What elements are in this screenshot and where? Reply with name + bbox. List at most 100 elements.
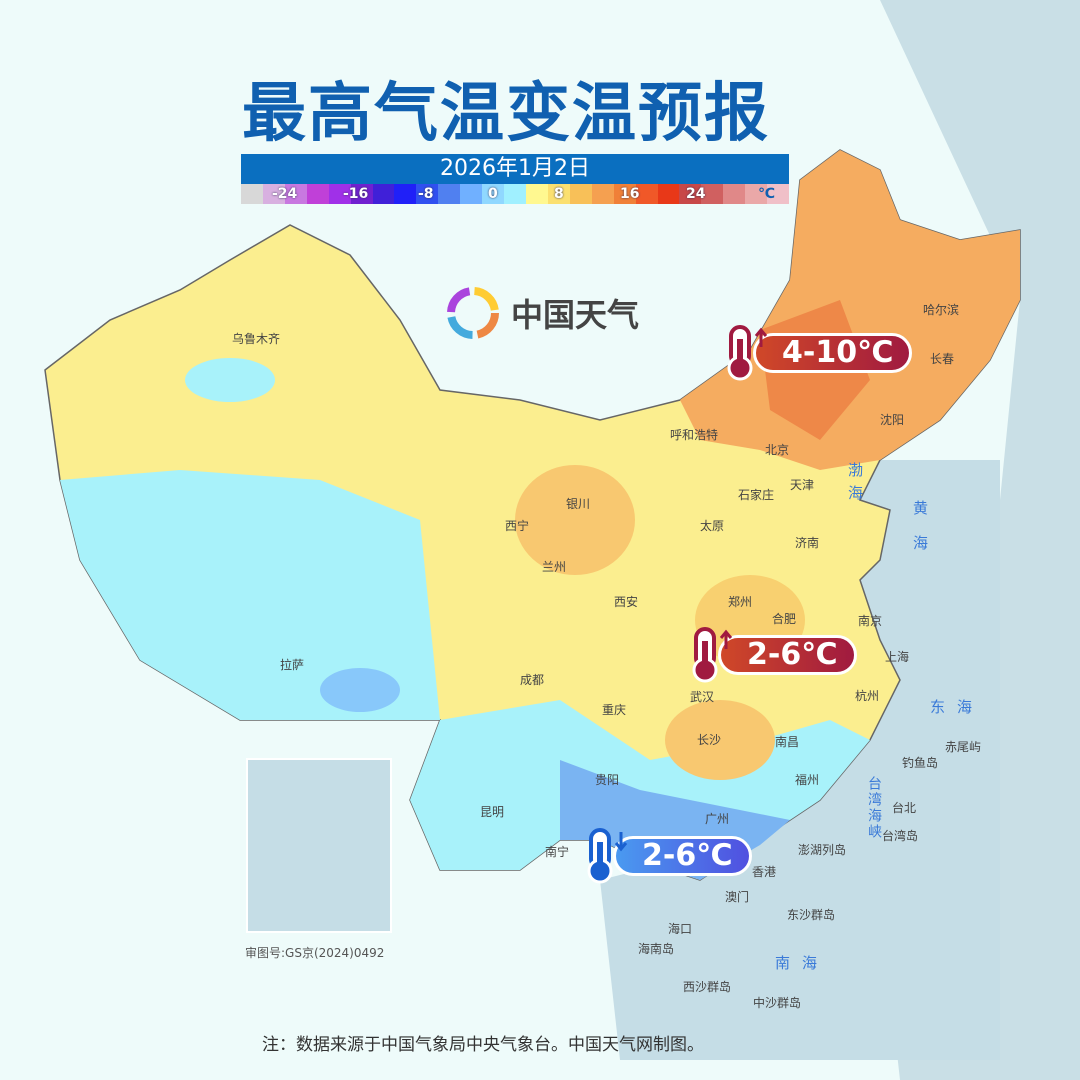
page-title: 最高气温变温预报: [242, 77, 770, 151]
source-note: 注：数据来源于中国气象局中央气象台。中国天气网制图。: [262, 1035, 704, 1055]
legend-swatch: [679, 184, 702, 204]
sea-label: 渤海: [846, 462, 864, 508]
warm-zone-central: [665, 700, 775, 780]
city-label: 海口: [668, 922, 693, 936]
city-label: 合肥: [772, 612, 797, 626]
city-label: 长春: [930, 352, 955, 366]
legend-tick: -16: [343, 186, 369, 202]
legend-swatch: [745, 184, 768, 204]
city-label: 杭州: [855, 689, 880, 703]
city-label: 成都: [520, 673, 545, 687]
legend-swatch: [460, 184, 483, 204]
city-label: 福州: [795, 773, 820, 787]
temperature-change-value: 2-6℃: [718, 635, 857, 675]
city-label: 重庆: [602, 703, 627, 717]
legend-swatch: [262, 184, 285, 204]
city-label: 石家庄: [738, 488, 775, 502]
sea-label: 南海: [775, 954, 830, 972]
sea-label: 东海: [930, 698, 985, 716]
logo-text: 中国天气: [511, 296, 640, 334]
city-label: 哈尔滨: [923, 303, 960, 317]
temperature-change-badge: 2-6℃: [585, 828, 752, 884]
legend-swatch: [438, 184, 461, 204]
city-label: 呼和浩特: [670, 428, 719, 442]
legend-swatch: [635, 184, 658, 204]
city-label: 郑州: [728, 595, 753, 609]
island-label: 海南岛: [638, 942, 675, 956]
legend-unit: ℃: [758, 186, 775, 202]
legend-swatch: [482, 184, 505, 204]
island-label: 东沙群岛: [787, 908, 836, 922]
city-label: 太原: [700, 519, 725, 533]
temperature-change-badge: 2-6℃: [690, 627, 857, 683]
city-label: 乌鲁木齐: [232, 332, 281, 346]
warm-zone-northeast: [680, 150, 1020, 470]
legend-swatch: [613, 184, 636, 204]
island-label: 钓鱼岛: [902, 756, 939, 770]
legend-swatch: [241, 184, 263, 204]
legend-swatch: [284, 184, 307, 204]
city-label: 昆明: [480, 805, 505, 819]
legend-swatch: [306, 184, 329, 204]
city-label: 广州: [705, 812, 730, 826]
island-label: 台湾岛: [882, 829, 919, 843]
legend-swatch: [657, 184, 680, 204]
legend-swatch: [525, 184, 548, 204]
legend-swatch: [547, 184, 570, 204]
legend-tick: -24: [272, 186, 298, 202]
island-label: 澎湖列岛: [798, 843, 847, 857]
city-label: 北京: [765, 443, 790, 457]
temperature-change-value: 2-6℃: [613, 836, 752, 876]
legend-tick: 24: [686, 186, 706, 202]
logo-icon: [447, 287, 499, 339]
city-label: 兰州: [542, 560, 567, 574]
warm-zone-loess: [515, 465, 635, 575]
cold-blob-tibet: [320, 668, 400, 712]
legend-swatch: [504, 184, 526, 204]
legend-swatch: [723, 184, 746, 204]
cool-zone-west: [60, 470, 440, 720]
legend-tick: 16: [620, 186, 640, 202]
city-label: 济南: [795, 536, 820, 550]
sea-label: 台湾海峡: [866, 776, 882, 840]
thermometer-down-icon: [587, 828, 628, 884]
legend-tick: -8: [418, 186, 434, 202]
legend-swatch: [372, 184, 395, 204]
temperature-change-value: 4-10℃: [753, 333, 913, 373]
legend-swatch: [350, 184, 373, 204]
south-china-sea-inset: [246, 758, 392, 933]
legend-swatch: [328, 184, 351, 204]
legend-swatch: [701, 184, 724, 204]
city-label: 长沙: [697, 733, 722, 747]
city-label: 南京: [858, 614, 883, 628]
city-label: 拉萨: [280, 658, 305, 672]
legend-swatch: [416, 184, 439, 204]
city-label: 台北: [892, 801, 917, 815]
logo: 中国天气: [445, 285, 639, 341]
island-label: 西沙群岛: [683, 980, 732, 994]
thermometer-up-icon: [692, 627, 733, 683]
legend-swatch: [394, 184, 417, 204]
forecast-date: 2026年1月2日: [241, 154, 789, 184]
thermometer-up-icon: [727, 325, 768, 381]
legend-swatch: [569, 184, 592, 204]
legend-swatch: [591, 184, 614, 204]
city-label: 银川: [566, 497, 591, 511]
temperature-change-badge: 4-10℃: [725, 325, 913, 381]
color-legend: [241, 184, 790, 204]
city-label: 南宁: [545, 845, 570, 859]
cool-blob-xinjiang: [185, 358, 275, 402]
island-label: 赤尾屿: [945, 740, 982, 754]
city-label: 香港: [752, 865, 777, 879]
city-label: 贵阳: [595, 773, 620, 787]
city-label: 澳门: [725, 890, 750, 904]
map-approval-number: 审图号:GS京(2024)0492: [245, 946, 385, 960]
city-label: 上海: [885, 650, 910, 664]
city-label: 沈阳: [880, 413, 905, 427]
island-label: 中沙群岛: [753, 996, 802, 1010]
city-label: 西安: [614, 595, 639, 609]
city-label: 武汉: [690, 690, 715, 704]
city-label: 天津: [790, 478, 815, 492]
city-label: 西宁: [505, 519, 530, 533]
sea-label: 黄海: [911, 500, 929, 570]
